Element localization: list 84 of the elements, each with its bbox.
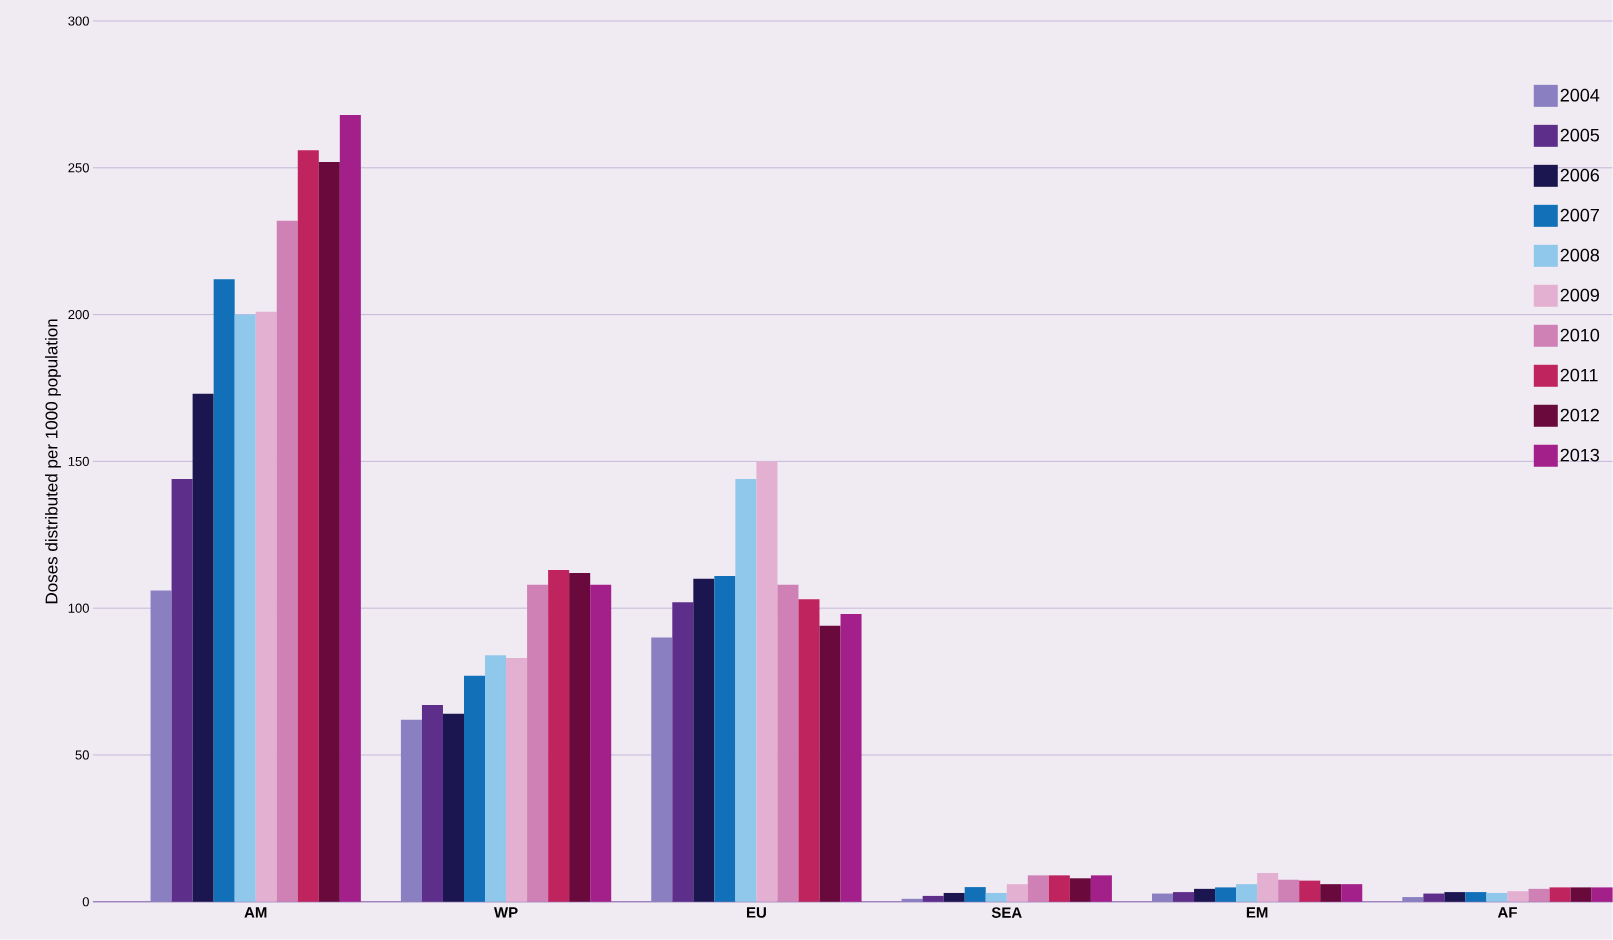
bar — [756, 461, 778, 902]
bar — [1402, 897, 1424, 902]
bar — [1236, 884, 1258, 902]
bar — [943, 893, 965, 902]
x-tick-label: EM — [1246, 907, 1268, 918]
bar — [840, 614, 862, 902]
bar — [1194, 888, 1216, 902]
legend-label: 2009 — [1560, 288, 1599, 302]
bar — [1151, 893, 1173, 902]
bar — [735, 479, 757, 902]
bar — [1528, 888, 1550, 902]
bar — [400, 719, 422, 902]
bar — [150, 590, 172, 902]
y-tick-label: 200 — [68, 310, 89, 320]
bar — [421, 705, 443, 902]
bar — [1320, 884, 1342, 902]
bar — [922, 896, 944, 902]
bar — [819, 625, 841, 902]
bar — [1299, 880, 1321, 902]
legend-label: 2013 — [1560, 448, 1600, 462]
bar — [1549, 887, 1571, 902]
bar — [548, 570, 570, 902]
legend-label: 2005 — [1560, 128, 1600, 142]
bar — [1173, 892, 1195, 902]
y-tick-label: 150 — [68, 456, 89, 467]
bar — [693, 578, 715, 902]
bar — [651, 637, 673, 902]
bar — [297, 150, 319, 902]
bar — [1591, 887, 1613, 902]
bar — [1257, 873, 1279, 902]
bar — [1090, 875, 1112, 902]
y-tick-label: 100 — [68, 603, 89, 613]
bar — [1278, 879, 1300, 902]
bar — [1006, 884, 1028, 902]
legend-label: 2006 — [1560, 168, 1600, 182]
bar — [464, 675, 486, 902]
bar — [1570, 887, 1592, 902]
x-tick-label: AM — [244, 907, 267, 918]
bar — [171, 479, 193, 902]
bar — [985, 893, 1007, 902]
bar — [527, 584, 549, 902]
bar — [590, 584, 612, 902]
bar — [213, 279, 235, 902]
bar — [1423, 893, 1445, 902]
bar — [1341, 884, 1363, 902]
bar — [234, 314, 256, 902]
bar — [1465, 892, 1487, 902]
legend-label: 2007 — [1560, 208, 1599, 222]
bar — [485, 655, 507, 902]
bar — [1507, 891, 1529, 902]
bar — [672, 602, 694, 902]
y-tick-label: 300 — [68, 16, 89, 26]
legend-label: 2010 — [1560, 328, 1600, 342]
legend-label: 2012 — [1560, 408, 1599, 422]
bar — [192, 393, 214, 902]
bar — [442, 713, 464, 902]
y-tick-label: 50 — [75, 750, 89, 760]
bar — [1215, 887, 1237, 902]
bar — [1027, 875, 1049, 902]
bar — [318, 162, 340, 902]
bar — [714, 575, 736, 902]
bar — [901, 898, 923, 902]
bar — [1069, 878, 1091, 902]
bar — [506, 658, 528, 902]
x-tick-label: EU — [747, 907, 766, 918]
legend-label: 2011 — [1560, 368, 1598, 382]
bar — [276, 220, 298, 902]
x-tick-label: AF — [1497, 907, 1517, 918]
bar — [798, 599, 820, 902]
bar — [339, 115, 361, 902]
bar — [777, 584, 799, 902]
legend-label: 2004 — [1560, 88, 1600, 102]
x-tick-label: SEA — [991, 907, 1022, 919]
bar — [1486, 893, 1508, 902]
bar — [569, 573, 591, 902]
bar — [1048, 875, 1070, 902]
y-tick-label: 250 — [68, 163, 89, 173]
legend-label: 2008 — [1560, 248, 1600, 262]
bar — [964, 887, 986, 902]
bar — [1444, 892, 1466, 902]
bar — [255, 311, 277, 902]
y-axis-title: Doses distributed per 1000 population — [45, 319, 61, 604]
y-tick-label: 0 — [82, 897, 89, 907]
x-tick-label: WP — [494, 907, 518, 918]
